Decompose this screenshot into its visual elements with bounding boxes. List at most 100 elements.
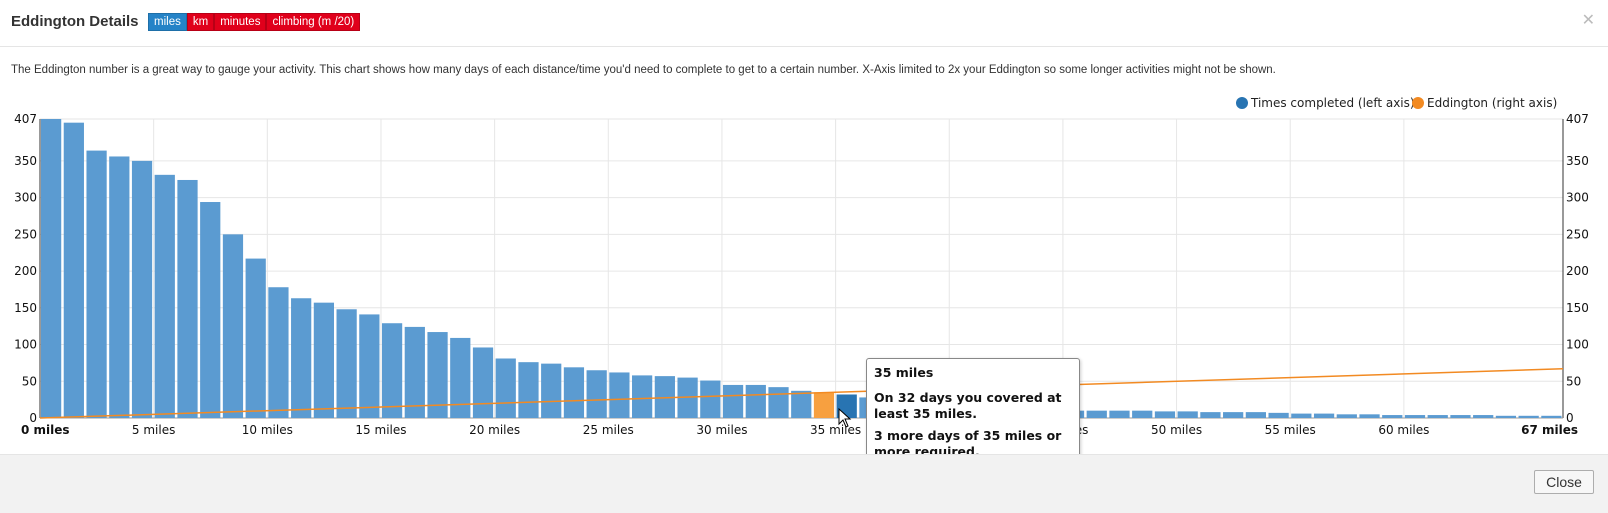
- y-tick-label-right: 50: [1566, 374, 1581, 388]
- bar: [450, 337, 471, 418]
- legend-label: Eddington (right axis): [1427, 96, 1557, 110]
- bar: [1177, 411, 1198, 418]
- x-tick-label: 60 miles: [1378, 423, 1429, 437]
- x-tick-label: 20 miles: [469, 423, 520, 437]
- bar: [131, 160, 153, 418]
- x-tick-label: 15 miles: [355, 423, 406, 437]
- legend-marker: [1236, 97, 1248, 109]
- bar: [700, 380, 721, 418]
- tooltip-line-1: On 32 days you covered at least 35 miles…: [874, 390, 1062, 421]
- chart-tooltip: 35 miles On 32 days you covered at least…: [866, 358, 1080, 459]
- bar: [1495, 415, 1517, 418]
- bar: [200, 202, 221, 418]
- bar: [1450, 415, 1471, 418]
- y-tick-label-right: 407: [1566, 112, 1589, 126]
- bar: [1132, 410, 1153, 418]
- legend-marker: [1412, 97, 1424, 109]
- x-tick-label: 67 miles: [1521, 423, 1578, 437]
- x-tick-label: 30 miles: [696, 423, 747, 437]
- bar: [1109, 410, 1130, 418]
- bar: [1427, 415, 1448, 418]
- bar: [63, 122, 84, 418]
- y-tick-label-right: 0: [1566, 411, 1574, 425]
- bar: [1200, 412, 1221, 418]
- y-tick-label-right: 150: [1566, 301, 1589, 315]
- x-tick-label: 25 miles: [583, 423, 634, 437]
- y-tick-label-left: 407: [14, 112, 37, 126]
- mouse-pointer-icon: [838, 408, 852, 428]
- y-tick-label-right: 300: [1566, 191, 1589, 205]
- bar: [313, 302, 335, 418]
- bar: [1223, 412, 1244, 418]
- eddington-line: [39, 368, 1564, 419]
- bar: [41, 119, 62, 418]
- bar: [632, 375, 653, 418]
- bar: [1404, 415, 1426, 418]
- unit-climbing-button[interactable]: climbing (m /20): [266, 13, 361, 31]
- bar: [609, 372, 630, 418]
- bar: [1518, 415, 1539, 418]
- x-tick-label: 50 miles: [1151, 423, 1202, 437]
- bar: [336, 309, 357, 418]
- y-tick-label-left: 100: [14, 338, 37, 352]
- x-tick-label: 35 miles: [810, 423, 861, 437]
- bar: [813, 392, 835, 418]
- close-button[interactable]: Close: [1534, 470, 1594, 494]
- bar: [495, 358, 516, 418]
- y-tick-label-left: 50: [22, 374, 37, 388]
- y-tick-label-left: 200: [14, 264, 37, 278]
- unit-toggle-group: miles km minutes climbing (m /20): [148, 13, 361, 31]
- bar: [1359, 414, 1380, 418]
- bar: [472, 347, 494, 418]
- close-icon[interactable]: ✕: [1581, 12, 1595, 29]
- bar: [222, 234, 244, 418]
- y-tick-label-left: 250: [14, 227, 37, 241]
- bar: [1382, 415, 1403, 418]
- bar: [1245, 412, 1266, 418]
- bar: [359, 314, 380, 418]
- y-tick-label-left: 350: [14, 154, 37, 168]
- bar: [1541, 415, 1562, 418]
- bar: [1154, 411, 1176, 418]
- bar: [791, 390, 812, 418]
- bar: [563, 367, 585, 418]
- y-tick-label-left: 150: [14, 301, 37, 315]
- x-tick-label: 5 miles: [132, 423, 175, 437]
- bar: [1291, 413, 1312, 418]
- legend-label: Times completed (left axis): [1250, 96, 1415, 110]
- bar: [745, 384, 766, 418]
- bar: [722, 384, 744, 418]
- unit-km-button[interactable]: km: [186, 13, 215, 31]
- description-text: The Eddington number is a great way to g…: [11, 64, 1276, 76]
- bar: [518, 362, 539, 418]
- bar: [427, 332, 448, 418]
- y-tick-label-right: 100: [1566, 338, 1589, 352]
- bar: [1268, 412, 1289, 418]
- dialog-title: Eddington Details: [11, 13, 139, 30]
- x-tick-label: 55 miles: [1265, 423, 1316, 437]
- y-tick-label-right: 200: [1566, 264, 1589, 278]
- dialog-footer: Close: [0, 454, 1608, 513]
- bar: [768, 387, 789, 418]
- bar: [381, 323, 403, 418]
- bar: [404, 326, 425, 418]
- bar: [1313, 413, 1335, 418]
- bar: [1336, 414, 1357, 418]
- bar: [154, 174, 175, 418]
- dialog-header: Eddington Details miles km minutes climb…: [0, 0, 1608, 47]
- bar: [541, 363, 562, 418]
- bar: [291, 298, 312, 418]
- unit-miles-button[interactable]: miles: [148, 13, 187, 31]
- bar: [586, 370, 607, 418]
- y-tick-label-right: 250: [1566, 227, 1589, 241]
- unit-minutes-button[interactable]: minutes: [214, 13, 267, 31]
- tooltip-title: 35 miles: [874, 365, 934, 380]
- bar: [86, 150, 107, 419]
- eddington-chart: 0 0 50 50 100 100 150 150 200 200 250 250 300 300 350 3…: [14, 96, 1589, 437]
- y-tick-label-left: 300: [14, 191, 37, 205]
- bar: [245, 258, 266, 418]
- x-tick-label: 10 miles: [242, 423, 293, 437]
- bar: [268, 287, 289, 418]
- bar: [177, 179, 198, 418]
- bar: [1473, 415, 1494, 418]
